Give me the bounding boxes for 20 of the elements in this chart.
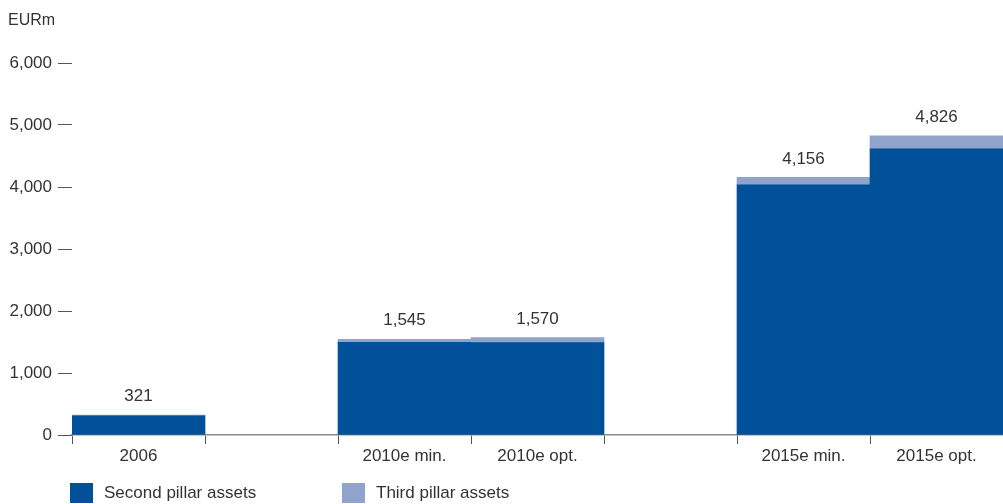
y-tick-label: 5,000	[9, 114, 52, 134]
x-tick-label: 2010e opt.	[497, 445, 578, 465]
total-label: 321	[124, 386, 153, 406]
total-label: 1,545	[383, 310, 426, 330]
y-tick-label: 1,000	[9, 362, 52, 382]
legend-label: Third pillar assets	[376, 483, 510, 503]
x-tick-label: 2006	[119, 445, 158, 465]
y-tick-label: 0	[42, 424, 52, 444]
legend-label: Second pillar assets	[104, 483, 257, 503]
y-tick-label: 2,000	[9, 300, 52, 320]
y-tick-label: 3,000	[9, 238, 52, 258]
x-tick-label: 2010e min.	[362, 445, 447, 465]
total-label: 4,826	[915, 106, 958, 126]
x-tick-label: 2015e min.	[761, 445, 846, 465]
x-tick-label: 2015e opt.	[896, 445, 977, 465]
y-axis-title: EURm	[8, 11, 56, 29]
total-label: 1,570	[516, 308, 559, 328]
y-tick-label: 6,000	[9, 52, 52, 72]
total-label: 4,156	[782, 148, 825, 168]
y-tick-label: 4,000	[9, 176, 52, 196]
